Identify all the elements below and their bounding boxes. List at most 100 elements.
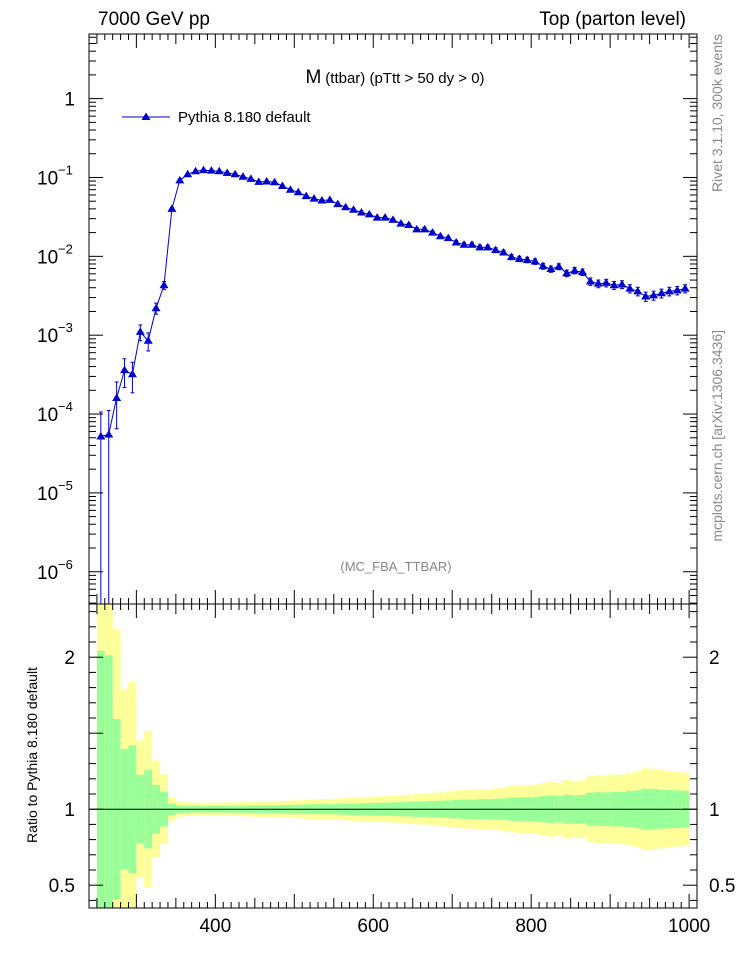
data-point [451,237,461,246]
x-tick-label: 1000 [668,916,710,937]
data-point [467,240,477,248]
data-point [301,191,311,200]
ratio-tick-label-right: 1 [709,800,720,821]
y-tick-label: 10 [37,563,58,584]
data-point [514,254,524,262]
data-point [656,288,666,297]
data-point [372,213,382,221]
ratio-tick-label-right: 0.5 [709,876,735,897]
data-point [151,303,161,312]
data-point [104,430,114,438]
y-tick-label: 10 [37,484,58,505]
header-right: Top (parton level) [539,9,686,30]
data-point [333,199,343,208]
rivet-label: Rivet 3.1.10, 300k events [709,34,725,192]
data-point [364,209,374,218]
chart-title-main: M [305,67,321,88]
data-point [404,220,414,228]
y-tick-label-exponent: −1 [58,162,73,177]
data-point [206,166,216,174]
data-point [491,245,501,254]
data-point [143,336,153,344]
data-point [230,169,240,178]
data-point [325,195,335,203]
data-point [672,285,682,294]
data-point [198,165,208,174]
data-point [530,256,540,265]
data-point [578,267,588,276]
data-point [459,240,469,248]
data-point [175,175,185,184]
data-point [522,255,532,263]
data-point [167,204,177,212]
x-tick-label: 600 [357,916,389,937]
data-point [388,215,398,223]
data-point [554,262,564,270]
y-tick-label: 10 [37,247,58,268]
data-point [625,284,635,292]
y-tick-label-exponent: −6 [58,557,73,572]
data-point [506,252,516,261]
header-left: 7000 GeV pp [98,9,210,30]
data-point [538,261,548,270]
ratio-tick-label: 2 [64,648,75,669]
data-point [546,264,556,273]
data-point [293,187,303,196]
data-point [285,185,295,193]
data-point [270,177,280,186]
ratio-band-inner [104,655,113,908]
data-point [341,202,351,211]
ratio-ylabel: Ratio to Pythia 8.180 default [24,667,40,843]
data-point [183,169,193,178]
data-point [609,280,619,289]
ratio-plot: 400 600 800 1000 0.5 0.5 1 1 2 2 [49,603,735,937]
ratio-tick-label: 0.5 [49,876,75,897]
data-point [246,174,256,182]
data-point [593,279,603,287]
data-point [664,286,674,295]
data-point [317,196,327,204]
data-point [641,291,651,300]
data-point [617,279,627,288]
data-point [412,224,422,233]
data-point [96,431,106,440]
mcplots-label: mcplots.cern.ch [arXiv:1306.3436] [709,330,725,542]
data-point [159,280,169,289]
data-point [585,276,595,285]
data-point [443,233,453,242]
data-point [396,219,406,227]
data-point [649,290,659,299]
y-tick-label: 10 [37,405,58,426]
y-tick-label-exponent: −3 [58,320,73,335]
data-point [191,166,201,175]
ratio-tick-label-right: 2 [709,648,720,669]
data-point [277,181,287,189]
data-point [254,177,264,185]
data-point [120,365,130,374]
data-point [214,166,224,175]
data-point [475,242,485,251]
data-point [309,194,319,202]
data-point [420,224,430,233]
y-tick-label-exponent: −5 [58,478,73,493]
data-point [680,284,690,292]
data-point [135,327,145,335]
legend-label: Pythia 8.180 default [178,109,311,126]
data-point [499,247,509,256]
y-tick-label: 10 [37,326,58,347]
ratio-tick-label: 1 [64,800,75,821]
x-tick-label: 800 [515,916,547,937]
series-line [100,169,686,437]
data-point [262,176,272,185]
data-point [601,278,611,286]
x-tick-label: 400 [199,916,231,937]
y-tick-label: 1 [64,90,75,111]
chart-title: M (ttbar) (pTtt > 50 dy > 0) [305,67,484,88]
main-plot: 110−110−210−310−410−510−6 M (ttbar) (pTtt… [37,33,698,605]
data-point [483,242,493,251]
data-point [427,228,437,236]
ratio-frame [88,603,698,909]
data-point [349,205,359,213]
data-point [238,172,248,180]
